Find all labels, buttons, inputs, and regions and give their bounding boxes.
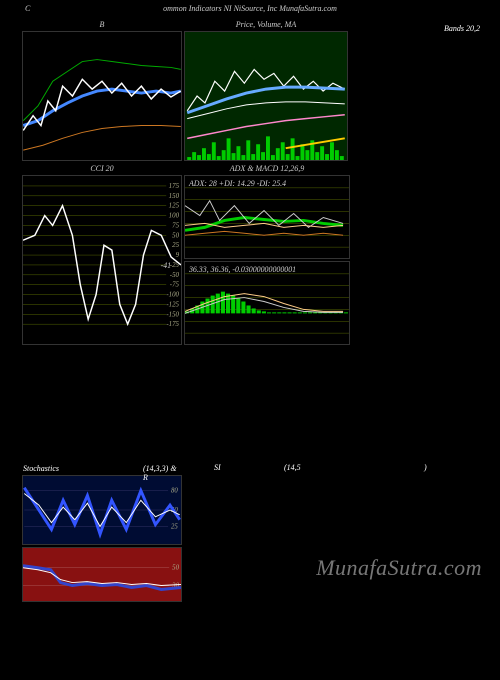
rsi-title-si: SI xyxy=(214,463,221,472)
svg-text:25: 25 xyxy=(172,242,179,249)
watermark: MunafaSutra.com xyxy=(316,555,482,581)
svg-text:125: 125 xyxy=(169,203,180,210)
stoch-title-m: (14,3,3) & R xyxy=(143,464,181,482)
svg-text:36.33, 36.36, -0.0300000000000: 36.33, 36.36, -0.03000000000001 xyxy=(188,265,296,274)
svg-text:ADX: 28 +DI: 14.29 -DI: 25.4: ADX: 28 +DI: 14.29 -DI: 25.4 xyxy=(188,179,286,188)
header-text: ommon Indicators NI NiSource, Inc Munafa… xyxy=(163,4,337,13)
svg-text:9: 9 xyxy=(176,252,180,259)
chart-bbands xyxy=(23,32,181,160)
panel-price-title: Price, Volume, MA xyxy=(236,20,296,29)
svg-text:-175: -175 xyxy=(166,321,179,328)
svg-text:80: 80 xyxy=(171,488,178,495)
panel-cci-title: CCI 20 xyxy=(90,164,113,173)
stoch-title-l: Stochastics xyxy=(23,464,59,473)
panel-stoch: Stochastics (14,3,3) & R 805025 xyxy=(22,475,182,545)
chart-cci: 1751501251007550259-25-50-75-100-125-150… xyxy=(23,176,181,344)
panel-b-title: B xyxy=(100,20,105,29)
row-1: B Price, Volume, MA xyxy=(0,31,500,161)
svg-text:-41: -41 xyxy=(161,261,172,270)
panel-price: Price, Volume, MA xyxy=(184,31,348,161)
svg-text:-50: -50 xyxy=(170,272,180,279)
panel-cci: CCI 20 1751501251007550259-25-50-75-100-… xyxy=(22,175,182,345)
page-header: C ommon Indicators NI NiSource, Inc Muna… xyxy=(0,0,500,17)
header-c: C xyxy=(25,4,30,13)
rsi-wrap: SI (14,5 ) xyxy=(184,475,350,545)
svg-text:175: 175 xyxy=(169,183,180,190)
panel-below: 5030 xyxy=(22,547,182,602)
svg-text:-150: -150 xyxy=(166,311,179,318)
chart-macd: 36.33, 36.36, -0.03000000000001 xyxy=(185,262,349,345)
svg-text:-75: -75 xyxy=(170,282,180,289)
bands-label: Bands 20,2 xyxy=(444,24,480,33)
svg-text:100: 100 xyxy=(169,213,180,220)
panel-bbands: B xyxy=(22,31,182,161)
panel-adx: ADX & MACD 12,26,9 ADX: 28 +DI: 14.29 -D… xyxy=(184,175,350,259)
chart-adx: ADX: 28 +DI: 14.29 -DI: 25.4 xyxy=(185,176,349,259)
panel-adx-title: ADX & MACD 12,26,9 xyxy=(230,164,304,173)
chart-below: 5030 xyxy=(23,548,181,602)
svg-text:50: 50 xyxy=(172,232,179,239)
row-3: Stochastics (14,3,3) & R 805025 SI (14,5… xyxy=(0,475,500,545)
chart-price xyxy=(185,32,347,160)
adx-macd-stack: ADX & MACD 12,26,9 ADX: 28 +DI: 14.29 -D… xyxy=(184,175,350,345)
panel-macd: 36.33, 36.36, -0.03000000000001 xyxy=(184,261,350,345)
chart-stoch: 805025 xyxy=(23,476,181,544)
row-2: CCI 20 1751501251007550259-25-50-75-100-… xyxy=(0,175,500,345)
svg-text:25: 25 xyxy=(171,523,178,530)
svg-text:150: 150 xyxy=(169,193,180,200)
svg-text:-100: -100 xyxy=(166,292,179,299)
rsi-title-p: ) xyxy=(424,463,427,472)
svg-text:50: 50 xyxy=(172,565,179,572)
svg-text:-125: -125 xyxy=(166,301,179,308)
rsi-title-r: (14,5 xyxy=(284,463,301,472)
svg-text:75: 75 xyxy=(172,222,179,229)
